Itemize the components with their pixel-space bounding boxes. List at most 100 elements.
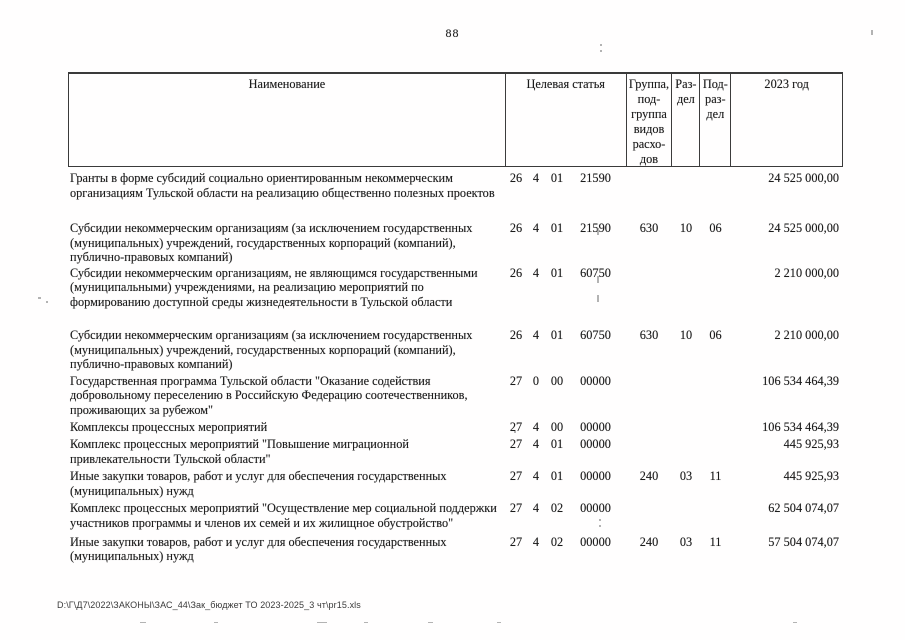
- row-expense-group: 630: [639, 328, 659, 342]
- cs-code-4: 00000: [580, 534, 611, 549]
- row-amount-2023: 24 525 000,00: [768, 221, 839, 235]
- row-amount-2023: 62 504 074,07: [768, 501, 839, 515]
- table-row: Субсидии некоммерческим организациям (за…: [68, 328, 843, 372]
- scan-noise: [140, 622, 146, 623]
- row-expense-group: 630: [639, 221, 659, 235]
- cs-code-4: 21590: [580, 171, 611, 185]
- header-name: Наименование: [248, 77, 326, 91]
- row-amount-2023: 24 525 000,00: [768, 171, 839, 185]
- table-row: Гранты в форме субсидий социально ориент…: [68, 171, 843, 200]
- cs-code-4: 60750: [580, 328, 611, 342]
- cs-code-2: 4: [532, 501, 540, 515]
- scan-noise: [599, 525, 601, 527]
- table-row: Комплекс процессных мероприятий "Осущест…: [68, 501, 843, 530]
- cs-code-2: 4: [532, 265, 540, 280]
- cs-code-4: 00000: [580, 469, 611, 483]
- cs-code-3: 01: [550, 437, 564, 451]
- row-name: Иные закупки товаров, работ и услуг для …: [70, 534, 447, 564]
- row-section: 10: [679, 221, 693, 235]
- table-row: Комплекс процессных мероприятий "Повышен…: [68, 437, 843, 466]
- row-target-article: 26 4 01 21590: [505, 171, 626, 186]
- header-subsection: Под- раз- дел: [699, 74, 730, 166]
- row-target-article: 27 4 00 00000: [505, 420, 626, 435]
- row-name: Государственная программа Тульской облас…: [70, 373, 468, 417]
- scan-noise: [514, 431, 516, 433]
- header-expense-group: Группа, под- группа видов расхо- дов: [625, 74, 672, 166]
- row-name: Комплекс процессных мероприятий "Повышен…: [70, 437, 409, 466]
- cs-code-2: 4: [532, 420, 540, 434]
- scan-noise: [597, 276, 599, 283]
- row-amount-2023: 2 210 000,00: [774, 265, 839, 280]
- cs-code-4: 60750: [580, 265, 611, 280]
- scan-noise: [597, 228, 599, 235]
- row-target-article: 27 4 02 00000: [505, 501, 626, 516]
- row-amount-2023: 445 925,93: [783, 437, 839, 451]
- cs-code-1: 27: [509, 469, 523, 483]
- row-target-article: 27 4 01 00000: [505, 469, 626, 484]
- row-amount-2023: 445 925,93: [783, 469, 839, 483]
- scan-noise: [428, 622, 433, 623]
- row-subsection: 06: [709, 221, 722, 235]
- cs-code-3: 01: [550, 221, 564, 235]
- row-target-article: 26 4 01 60750: [505, 328, 626, 343]
- row-name: Комплекс процессных мероприятий "Осущест…: [70, 501, 497, 530]
- table-row: Государственная программа Тульской облас…: [68, 374, 843, 418]
- cs-code-3: 00: [550, 373, 564, 388]
- cs-code-4: 00000: [580, 373, 611, 388]
- row-amount-2023: 106 534 464,39: [762, 420, 839, 434]
- scan-noise: [597, 295, 599, 302]
- row-name: Субсидии некоммерческим организациям, не…: [70, 265, 478, 309]
- scan-noise: [497, 622, 501, 623]
- cs-code-2: 4: [532, 469, 540, 483]
- cs-code-1: 26: [509, 221, 523, 235]
- row-target-article: 26 4 01 60750: [505, 266, 626, 281]
- cs-code-4: 00000: [580, 420, 611, 434]
- cs-code-3: 02: [550, 534, 564, 549]
- cs-code-2: 0: [532, 373, 540, 388]
- row-target-article: 27 4 02 00000: [505, 535, 626, 550]
- cs-code-3: 01: [550, 328, 564, 342]
- scan-noise: [600, 44, 602, 46]
- cs-code-1: 27: [509, 437, 523, 451]
- row-subsection: 11: [709, 469, 722, 483]
- cs-code-1: 27: [509, 420, 523, 434]
- cs-code-3: 00: [550, 420, 564, 434]
- scan-noise: [600, 50, 602, 52]
- row-section: 03: [679, 534, 693, 549]
- table-row: Иные закупки товаров, работ и услуг для …: [68, 469, 843, 498]
- cs-code-2: 4: [532, 328, 540, 342]
- cs-code-1: 26: [509, 328, 523, 342]
- scan-noise: [214, 622, 218, 623]
- cs-code-4: 00000: [580, 501, 611, 515]
- header-target-article: Целевая статья: [504, 74, 626, 166]
- cs-code-1: 26: [509, 171, 523, 185]
- cs-code-2: 4: [532, 534, 540, 549]
- row-section: 03: [679, 469, 693, 483]
- cs-code-2: 4: [532, 221, 540, 235]
- table-row: Субсидии некоммерческим организациям, не…: [68, 266, 843, 310]
- page-number: 88: [445, 26, 460, 40]
- scan-noise: [317, 622, 327, 623]
- cs-code-4: 21590: [580, 221, 611, 235]
- table-row: Иные закупки товаров, работ и услуг для …: [68, 535, 843, 564]
- header-year-2023: 2023 год: [730, 74, 842, 166]
- file-path-footer: D:\Г\Д7\2022\ЗАКОНЫ\ЗАС_44\Зак_бюджет ТО…: [57, 600, 361, 610]
- cs-code-4: 00000: [580, 437, 611, 451]
- row-name: Комплексы процессных мероприятий: [70, 420, 268, 434]
- scan-noise: [793, 622, 797, 623]
- row-section: 10: [679, 328, 693, 342]
- row-name: Гранты в форме субсидий социально ориент…: [70, 171, 495, 200]
- scan-noise: [38, 297, 41, 299]
- row-amount-2023: 57 504 074,07: [768, 534, 839, 549]
- row-expense-group: 240: [639, 469, 659, 483]
- row-subsection: 11: [709, 534, 722, 549]
- table-row: Комплексы процессных мероприятий 27 4 00…: [68, 420, 843, 435]
- row-target-article: 27 4 01 00000: [505, 437, 626, 452]
- cs-code-3: 02: [550, 501, 564, 515]
- scan-noise: [364, 622, 368, 623]
- header-section: Раз- дел: [671, 74, 699, 166]
- cs-code-1: 27: [509, 501, 523, 515]
- row-amount-2023: 106 534 464,39: [762, 373, 839, 388]
- budget-table: Наименование Целевая статья Группа, под-…: [68, 72, 843, 564]
- cs-code-1: 26: [509, 265, 523, 280]
